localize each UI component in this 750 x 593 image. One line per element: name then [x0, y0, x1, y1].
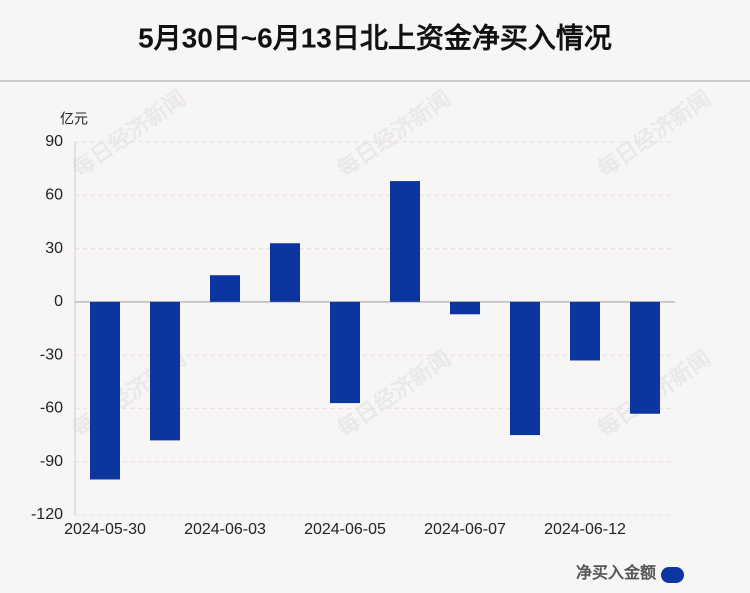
- bar: [150, 301, 180, 441]
- y-tick-label: 30: [45, 240, 63, 257]
- bar: [450, 301, 480, 315]
- bar: [570, 301, 600, 361]
- bar: [510, 301, 540, 436]
- y-tick-label: -60: [40, 400, 63, 417]
- legend-label: 净买入金额: [576, 563, 656, 582]
- bar: [330, 301, 360, 404]
- bar: [390, 181, 420, 302]
- bar: [210, 275, 240, 302]
- x-tick-label: 2024-06-03: [184, 521, 266, 538]
- y-tick-label: -120: [31, 506, 63, 523]
- y-tick-label: 0: [54, 293, 63, 310]
- chart-title: 5月30日~6月13日北上资金净买入情况: [138, 21, 612, 53]
- bar: [270, 243, 300, 302]
- x-tick-label: 2024-05-30: [64, 521, 146, 538]
- y-unit: 亿元: [60, 111, 88, 127]
- x-tick-label: 2024-06-12: [544, 521, 626, 538]
- x-tick-label: 2024-06-07: [424, 521, 506, 538]
- y-tick-label: 60: [45, 187, 63, 204]
- y-tick-label: -90: [40, 453, 63, 470]
- y-tick-label: 90: [45, 133, 63, 150]
- bar: [90, 301, 120, 480]
- x-tick-label: 2024-06-05: [304, 521, 386, 538]
- y-tick-label: -30: [40, 346, 63, 363]
- bar: [630, 301, 660, 414]
- legend-swatch: [661, 567, 684, 583]
